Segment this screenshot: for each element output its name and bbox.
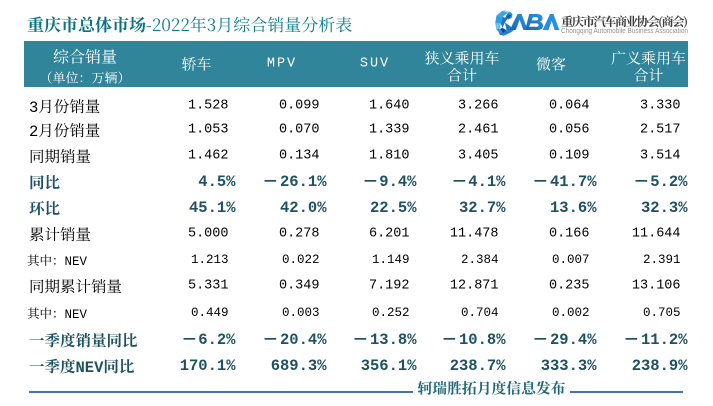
svg-text:Chongqing Automobile Business: Chongqing Automobile Business Associatio… [561,26,688,35]
svg-text:重庆市汽车商业协会(商会): 重庆市汽车商业协会(商会) [561,12,688,30]
